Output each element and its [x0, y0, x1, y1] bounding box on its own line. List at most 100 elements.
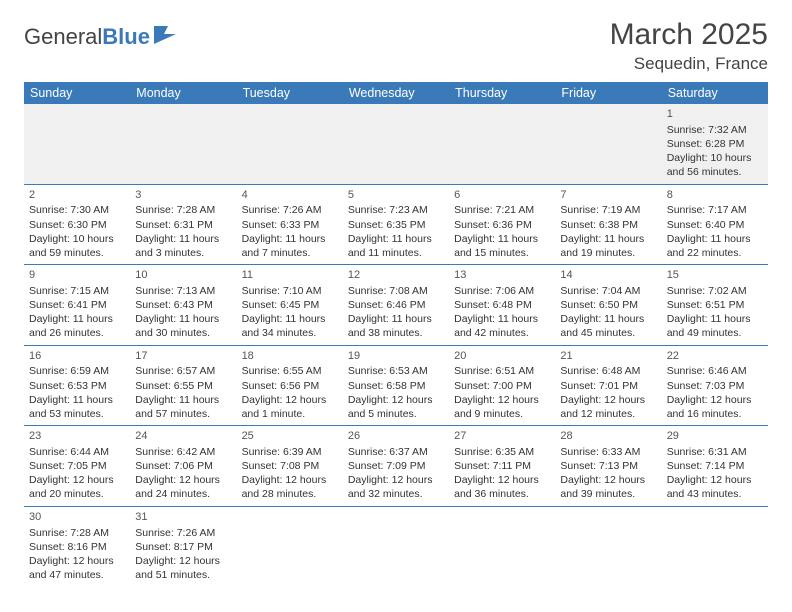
sunset-text: Sunset: 6:30 PM [29, 218, 125, 232]
calendar-cell [555, 104, 661, 184]
calendar-cell: 22Sunrise: 6:46 AMSunset: 7:03 PMDayligh… [662, 345, 768, 426]
daylight-text: Daylight: 11 hours and 11 minutes. [348, 232, 444, 260]
calendar-cell: 4Sunrise: 7:26 AMSunset: 6:33 PMDaylight… [237, 184, 343, 265]
calendar-cell: 28Sunrise: 6:33 AMSunset: 7:13 PMDayligh… [555, 426, 661, 507]
day-number: 22 [667, 349, 763, 364]
month-title: March 2025 [610, 18, 768, 52]
sunrise-text: Sunrise: 6:35 AM [454, 445, 550, 459]
daylight-text: Daylight: 12 hours and 51 minutes. [135, 554, 231, 582]
sunrise-text: Sunrise: 6:59 AM [29, 364, 125, 378]
daylight-text: Daylight: 12 hours and 39 minutes. [560, 473, 656, 501]
day-number: 28 [560, 429, 656, 444]
calendar-cell: 18Sunrise: 6:55 AMSunset: 6:56 PMDayligh… [237, 345, 343, 426]
day-number: 2 [29, 188, 125, 203]
sunset-text: Sunset: 7:11 PM [454, 459, 550, 473]
day-number: 8 [667, 188, 763, 203]
daylight-text: Daylight: 11 hours and 22 minutes. [667, 232, 763, 260]
day-header: Sunday [24, 82, 130, 104]
daylight-text: Daylight: 12 hours and 16 minutes. [667, 393, 763, 421]
day-number: 24 [135, 429, 231, 444]
sunset-text: Sunset: 6:35 PM [348, 218, 444, 232]
day-number: 13 [454, 268, 550, 283]
calendar-cell: 13Sunrise: 7:06 AMSunset: 6:48 PMDayligh… [449, 265, 555, 346]
day-number: 14 [560, 268, 656, 283]
brand-logo: GeneralBlue [24, 18, 180, 50]
day-header-row: Sunday Monday Tuesday Wednesday Thursday… [24, 82, 768, 104]
sunrise-text: Sunrise: 7:06 AM [454, 284, 550, 298]
day-number: 10 [135, 268, 231, 283]
sunset-text: Sunset: 6:58 PM [348, 379, 444, 393]
day-number: 15 [667, 268, 763, 283]
day-number: 19 [348, 349, 444, 364]
sunrise-text: Sunrise: 7:28 AM [29, 526, 125, 540]
sunset-text: Sunset: 6:48 PM [454, 298, 550, 312]
daylight-text: Daylight: 12 hours and 5 minutes. [348, 393, 444, 421]
daylight-text: Daylight: 11 hours and 57 minutes. [135, 393, 231, 421]
sunset-text: Sunset: 7:14 PM [667, 459, 763, 473]
calendar-cell [449, 104, 555, 184]
daylight-text: Daylight: 12 hours and 43 minutes. [667, 473, 763, 501]
calendar-cell [343, 506, 449, 586]
calendar-cell: 11Sunrise: 7:10 AMSunset: 6:45 PMDayligh… [237, 265, 343, 346]
sunset-text: Sunset: 6:31 PM [135, 218, 231, 232]
day-header: Friday [555, 82, 661, 104]
sunset-text: Sunset: 7:00 PM [454, 379, 550, 393]
daylight-text: Daylight: 11 hours and 19 minutes. [560, 232, 656, 260]
sunset-text: Sunset: 6:33 PM [242, 218, 338, 232]
daylight-text: Daylight: 11 hours and 7 minutes. [242, 232, 338, 260]
calendar-cell: 16Sunrise: 6:59 AMSunset: 6:53 PMDayligh… [24, 345, 130, 426]
brand-text-2: Blue [102, 24, 150, 50]
calendar-row: 1Sunrise: 7:32 AMSunset: 6:28 PMDaylight… [24, 104, 768, 184]
sunset-text: Sunset: 6:43 PM [135, 298, 231, 312]
calendar-cell [130, 104, 236, 184]
daylight-text: Daylight: 12 hours and 20 minutes. [29, 473, 125, 501]
calendar-cell: 25Sunrise: 6:39 AMSunset: 7:08 PMDayligh… [237, 426, 343, 507]
sunrise-text: Sunrise: 6:31 AM [667, 445, 763, 459]
day-number: 3 [135, 188, 231, 203]
sunrise-text: Sunrise: 7:10 AM [242, 284, 338, 298]
daylight-text: Daylight: 10 hours and 56 minutes. [667, 151, 763, 179]
day-number: 17 [135, 349, 231, 364]
calendar-cell: 21Sunrise: 6:48 AMSunset: 7:01 PMDayligh… [555, 345, 661, 426]
calendar-cell [237, 104, 343, 184]
calendar-row: 2Sunrise: 7:30 AMSunset: 6:30 PM Daylight… [24, 184, 768, 265]
title-block: March 2025 Sequedin, France [610, 18, 768, 74]
day-number: 23 [29, 429, 125, 444]
day-number: 4 [242, 188, 338, 203]
daylight-text: Daylight: 12 hours and 28 minutes. [242, 473, 338, 501]
calendar-cell: 2Sunrise: 7:30 AMSunset: 6:30 PMDaylight… [24, 184, 130, 265]
sunrise-text: Sunrise: 7:30 AM [29, 203, 125, 217]
sunset-text: Sunset: 7:06 PM [135, 459, 231, 473]
sunrise-text: Sunrise: 7:17 AM [667, 203, 763, 217]
day-number: 16 [29, 349, 125, 364]
sunset-text: Sunset: 6:50 PM [560, 298, 656, 312]
daylight-text: Daylight: 12 hours and 32 minutes. [348, 473, 444, 501]
daylight-text: Daylight: 11 hours and 53 minutes. [29, 393, 125, 421]
sunrise-text: Sunrise: 7:02 AM [667, 284, 763, 298]
calendar-cell: 10Sunrise: 7:13 AMSunset: 6:43 PMDayligh… [130, 265, 236, 346]
calendar-cell: 26Sunrise: 6:37 AMSunset: 7:09 PMDayligh… [343, 426, 449, 507]
sunrise-text: Sunrise: 7:13 AM [135, 284, 231, 298]
calendar-cell [237, 506, 343, 586]
sunrise-text: Sunrise: 6:33 AM [560, 445, 656, 459]
sunset-text: Sunset: 7:08 PM [242, 459, 338, 473]
daylight-text: Daylight: 11 hours and 45 minutes. [560, 312, 656, 340]
sunrise-text: Sunrise: 6:55 AM [242, 364, 338, 378]
day-number: 5 [348, 188, 444, 203]
sunrise-text: Sunrise: 7:28 AM [135, 203, 231, 217]
daylight-text: Daylight: 11 hours and 49 minutes. [667, 312, 763, 340]
day-number: 18 [242, 349, 338, 364]
day-number: 11 [242, 268, 338, 283]
brand-text-1: General [24, 24, 102, 50]
sunrise-text: Sunrise: 7:23 AM [348, 203, 444, 217]
sunset-text: Sunset: 7:01 PM [560, 379, 656, 393]
sunset-text: Sunset: 7:05 PM [29, 459, 125, 473]
calendar-cell: 27Sunrise: 6:35 AMSunset: 7:11 PMDayligh… [449, 426, 555, 507]
calendar-cell: 12Sunrise: 7:08 AMSunset: 6:46 PMDayligh… [343, 265, 449, 346]
day-number: 31 [135, 510, 231, 525]
calendar-cell [343, 104, 449, 184]
day-number: 1 [667, 107, 763, 122]
sunrise-text: Sunrise: 7:08 AM [348, 284, 444, 298]
daylight-text: Daylight: 11 hours and 3 minutes. [135, 232, 231, 260]
sunset-text: Sunset: 8:16 PM [29, 540, 125, 554]
